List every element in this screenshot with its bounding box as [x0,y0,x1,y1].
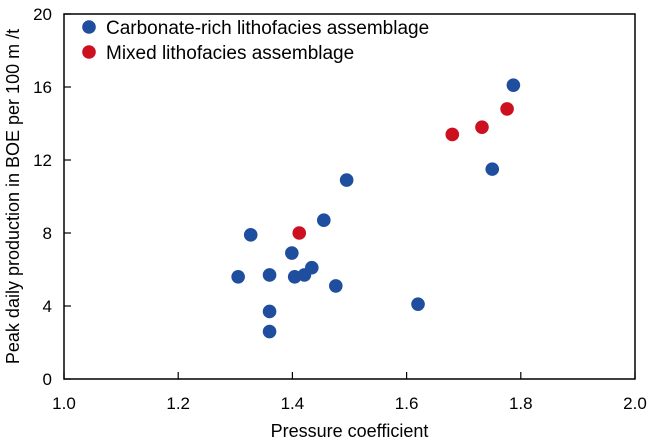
data-point [500,102,514,116]
x-tick-label: 2.0 [623,394,647,413]
y-tick-label: 16 [33,78,52,97]
data-point [445,127,460,142]
y-tick-label: 12 [33,151,52,170]
data-point [485,162,500,176]
legend: Carbonate-rich lithofacies assemblage Mix… [82,18,429,64]
x-tick-label: 1.4 [281,394,305,413]
data-point [339,173,354,187]
y-tick-label: 20 [33,5,52,24]
legend-label: Carbonate-rich lithofacies assemblage [106,18,429,39]
y-tick-label: 0 [43,370,52,389]
x-tick-label: 1.0 [52,394,76,413]
legend-marker [82,45,96,59]
x-tick-label: 1.2 [166,394,190,413]
plot-frame [63,13,636,380]
y-tick-label: 4 [43,297,52,316]
data-point [475,120,489,134]
data-point [262,324,277,339]
data-point [292,226,307,240]
data-points [231,78,521,339]
y-axis-label: Peak daily production in BOE per 100 m /… [3,29,23,364]
data-point [285,246,299,260]
data-point [305,260,319,275]
data-point [411,297,425,311]
x-tick-label: 1.6 [395,394,419,413]
y-tick-label: 8 [43,224,52,243]
x-tick-label: 1.8 [509,394,533,413]
data-point [243,228,258,242]
x-axis-label: Pressure coefficient [271,421,429,441]
data-point [317,213,331,228]
axes: 1.0 1.2 1.4 1.6 1.8 2.0 0 4 8 12 16 20 [33,5,647,413]
data-point [231,270,245,284]
data-point [262,268,277,282]
data-point [506,78,521,92]
data-point [328,279,343,293]
legend-marker [82,20,96,34]
legend-label: Mixed lithofacies assemblage [106,43,354,64]
data-point [262,304,277,319]
